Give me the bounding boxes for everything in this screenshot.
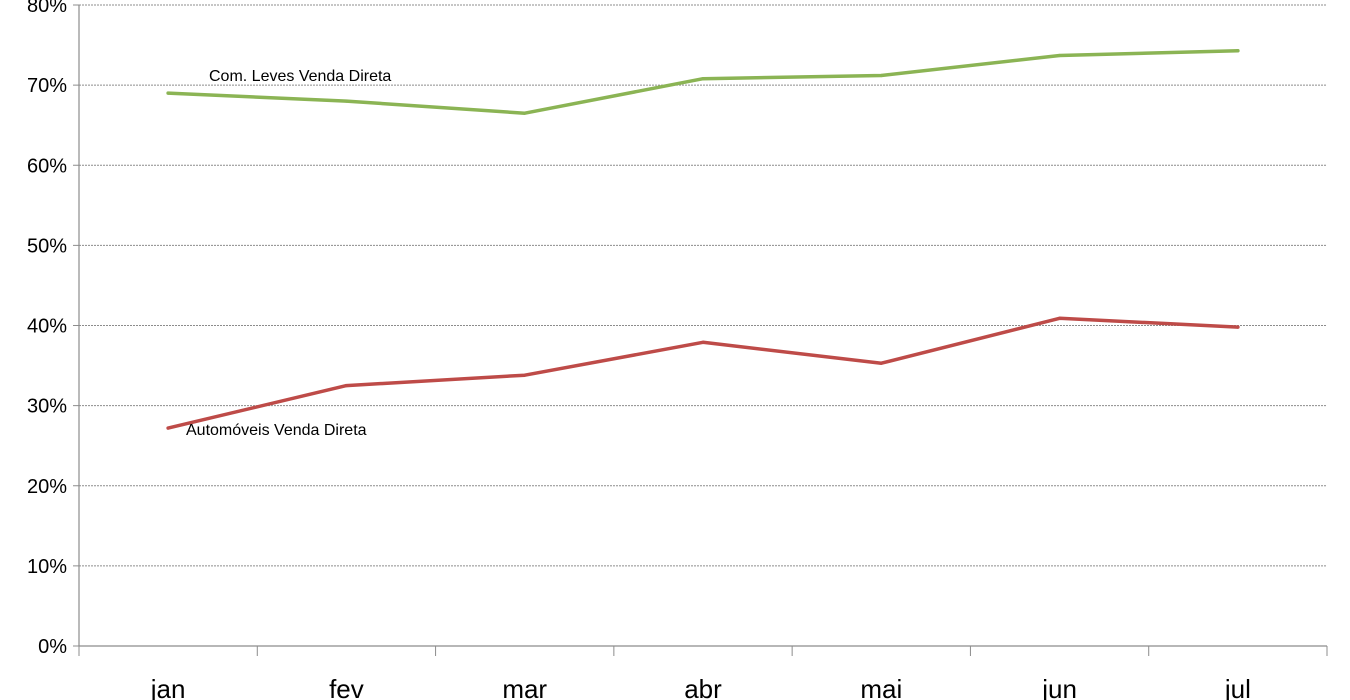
x-tick-label: mai	[860, 674, 902, 700]
data-point	[523, 111, 527, 115]
data-point	[166, 91, 170, 95]
data-point	[879, 361, 883, 365]
x-tick-label: fev	[329, 674, 364, 700]
x-tick-label: jul	[1224, 674, 1251, 700]
y-tick-label: 50%	[27, 235, 67, 257]
y-tick-label: 40%	[27, 316, 67, 338]
y-tick-label: 20%	[27, 476, 67, 498]
data-point	[701, 77, 705, 81]
series-label: Com. Leves Venda Direta	[209, 68, 391, 85]
y-tick-label: 80%	[27, 0, 67, 17]
series-labels: Com. Leves Venda Direta Automóveis Venda …	[186, 68, 391, 439]
y-tick-label: 30%	[27, 396, 67, 418]
x-tick-label: jun	[1041, 674, 1077, 700]
data-point	[879, 73, 883, 78]
x-tick-label: mar	[502, 674, 547, 700]
data-point	[344, 383, 349, 388]
axes	[73, 4, 1328, 656]
y-tick-label: 0%	[38, 636, 67, 658]
data-point	[1236, 49, 1240, 53]
y-axis-ticks: 0% 10% 20% 30% 40% 50% 60% 70% 80%	[27, 0, 67, 658]
y-tick-label: 60%	[27, 155, 67, 177]
data-point	[1236, 325, 1240, 329]
data-point	[166, 426, 170, 430]
x-tick-label: jan	[150, 674, 186, 700]
x-axis-ticks: jan fev mar abr mai jun jul	[150, 674, 1251, 700]
y-tick-label: 10%	[27, 556, 67, 578]
data-point	[701, 340, 705, 344]
data-point	[344, 99, 349, 103]
data-point	[523, 373, 527, 377]
series-label: Automóveis Venda Direta	[186, 422, 367, 439]
series-line	[166, 316, 1240, 430]
gridlines	[79, 4, 1327, 567]
y-tick-label: 70%	[27, 75, 67, 97]
x-tick-label: abr	[684, 674, 722, 700]
data-point	[1057, 316, 1062, 320]
series-lines	[166, 48, 1240, 430]
data-point	[1057, 53, 1062, 58]
